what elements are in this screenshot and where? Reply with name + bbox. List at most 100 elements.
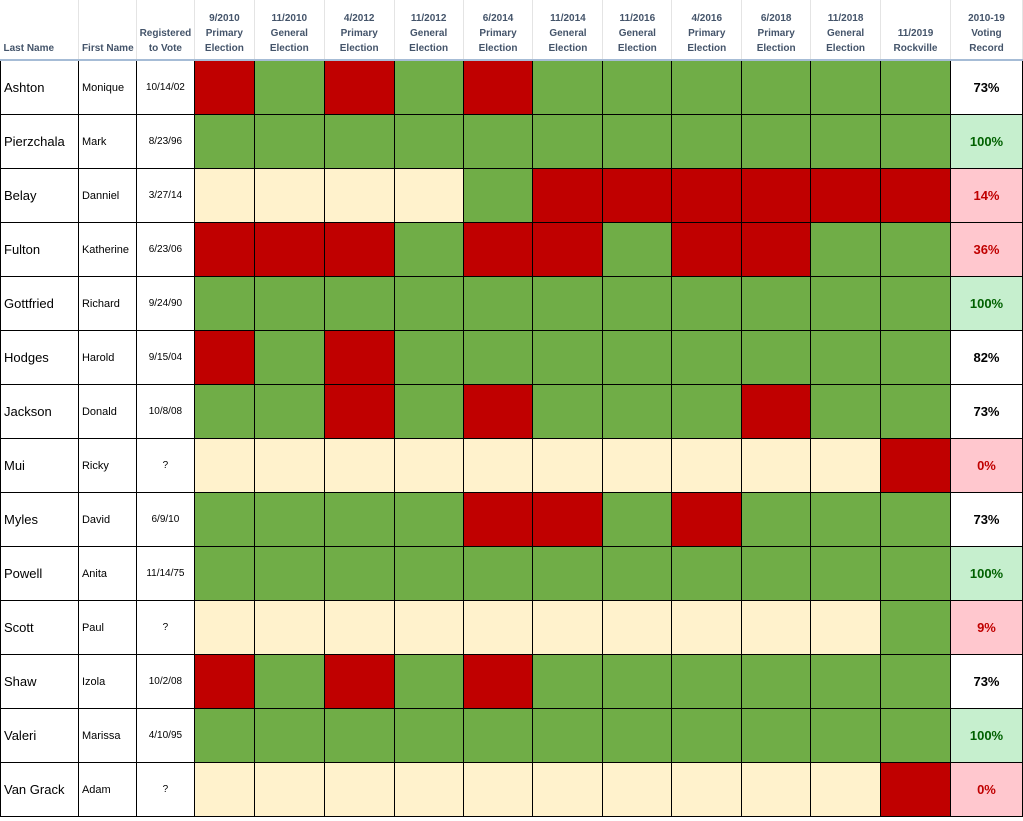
missed-cell[interactable] [602, 168, 673, 223]
voted-cell[interactable] [880, 330, 951, 385]
voted-cell[interactable] [393, 330, 464, 385]
voted-cell[interactable] [323, 708, 395, 763]
not-registered-cell[interactable] [810, 600, 882, 655]
voted-cell[interactable] [602, 384, 673, 439]
voted-cell[interactable] [810, 546, 882, 601]
missed-cell[interactable] [880, 438, 951, 493]
not-registered-cell[interactable] [741, 762, 812, 817]
missed-cell[interactable] [462, 222, 534, 277]
missed-cell[interactable] [532, 222, 604, 277]
missed-cell[interactable] [671, 492, 743, 547]
last-name-cell[interactable]: Valeri [0, 708, 79, 763]
voted-cell[interactable] [671, 114, 743, 169]
missed-cell[interactable] [193, 330, 255, 385]
voted-cell[interactable] [671, 330, 743, 385]
first-name-cell[interactable]: Harold [77, 330, 137, 385]
election-header[interactable]: 9/2010 Primary Election [194, 0, 255, 61]
first-name-cell[interactable]: Anita [77, 546, 137, 601]
voted-cell[interactable] [880, 276, 951, 331]
voted-cell[interactable] [880, 654, 951, 709]
first-name-cell[interactable]: Mark [77, 114, 137, 169]
voted-cell[interactable] [741, 59, 812, 115]
voting-record-cell[interactable]: 9% [949, 600, 1023, 655]
missed-cell[interactable] [671, 168, 743, 223]
missed-cell[interactable] [532, 492, 604, 547]
registered-date-cell[interactable]: ? [135, 438, 195, 493]
voted-cell[interactable] [193, 384, 255, 439]
last-name-cell[interactable]: Pierzchala [0, 114, 79, 169]
not-registered-cell[interactable] [532, 762, 604, 817]
voted-cell[interactable] [880, 59, 951, 115]
voted-cell[interactable] [393, 59, 464, 115]
voted-cell[interactable] [532, 114, 604, 169]
voted-cell[interactable] [532, 276, 604, 331]
voted-cell[interactable] [462, 330, 534, 385]
voted-cell[interactable] [741, 546, 812, 601]
voted-cell[interactable] [741, 330, 812, 385]
not-registered-cell[interactable] [462, 438, 534, 493]
voted-cell[interactable] [193, 492, 255, 547]
voted-cell[interactable] [602, 492, 673, 547]
voted-cell[interactable] [393, 546, 464, 601]
missed-cell[interactable] [741, 168, 812, 223]
election-header[interactable]: 11/2010 General Election [254, 0, 325, 61]
missed-cell[interactable] [462, 492, 534, 547]
missed-cell[interactable] [671, 222, 743, 277]
voting-record-cell[interactable]: 36% [949, 222, 1023, 277]
voted-cell[interactable] [810, 708, 882, 763]
registered-date-cell[interactable]: 3/27/14 [135, 168, 195, 223]
voted-cell[interactable] [532, 330, 604, 385]
voted-cell[interactable] [532, 708, 604, 763]
not-registered-cell[interactable] [193, 600, 255, 655]
not-registered-cell[interactable] [532, 438, 604, 493]
voted-cell[interactable] [810, 276, 882, 331]
voted-cell[interactable] [253, 330, 325, 385]
not-registered-cell[interactable] [253, 600, 325, 655]
not-registered-cell[interactable] [323, 438, 395, 493]
voted-cell[interactable] [253, 114, 325, 169]
not-registered-cell[interactable] [393, 438, 464, 493]
not-registered-cell[interactable] [810, 438, 882, 493]
missed-cell[interactable] [462, 384, 534, 439]
missed-cell[interactable] [880, 168, 951, 223]
last-name-cell[interactable]: Scott [0, 600, 79, 655]
voted-cell[interactable] [880, 222, 951, 277]
first-name-header[interactable]: First Name [78, 0, 137, 61]
missed-cell[interactable] [323, 59, 395, 115]
not-registered-cell[interactable] [602, 762, 673, 817]
voted-cell[interactable] [602, 546, 673, 601]
voted-cell[interactable] [532, 384, 604, 439]
voted-cell[interactable] [323, 276, 395, 331]
missed-cell[interactable] [741, 222, 812, 277]
last-name-cell[interactable]: Hodges [0, 330, 79, 385]
not-registered-cell[interactable] [393, 168, 464, 223]
voted-cell[interactable] [323, 492, 395, 547]
voted-cell[interactable] [462, 546, 534, 601]
voted-cell[interactable] [671, 59, 743, 115]
first-name-cell[interactable]: Danniel [77, 168, 137, 223]
missed-cell[interactable] [462, 59, 534, 115]
voted-cell[interactable] [810, 59, 882, 115]
voting-record-cell[interactable]: 100% [949, 546, 1023, 601]
voted-cell[interactable] [323, 546, 395, 601]
first-name-cell[interactable]: Paul [77, 600, 137, 655]
voted-cell[interactable] [532, 546, 604, 601]
voted-cell[interactable] [393, 654, 464, 709]
voted-cell[interactable] [671, 654, 743, 709]
voting-record-cell[interactable]: 73% [949, 384, 1023, 439]
not-registered-cell[interactable] [323, 600, 395, 655]
election-header[interactable]: 11/2012 General Election [394, 0, 464, 61]
not-registered-cell[interactable] [323, 168, 395, 223]
voted-cell[interactable] [393, 276, 464, 331]
not-registered-cell[interactable] [602, 600, 673, 655]
not-registered-cell[interactable] [253, 438, 325, 493]
last-name-header[interactable]: Last Name [0, 0, 79, 61]
registered-date-cell[interactable]: 8/23/96 [135, 114, 195, 169]
not-registered-cell[interactable] [193, 438, 255, 493]
not-registered-cell[interactable] [193, 762, 255, 817]
first-name-cell[interactable]: Katherine [77, 222, 137, 277]
voted-cell[interactable] [393, 384, 464, 439]
registered-date-cell[interactable]: 10/8/08 [135, 384, 195, 439]
missed-cell[interactable] [253, 222, 325, 277]
first-name-cell[interactable]: David [77, 492, 137, 547]
